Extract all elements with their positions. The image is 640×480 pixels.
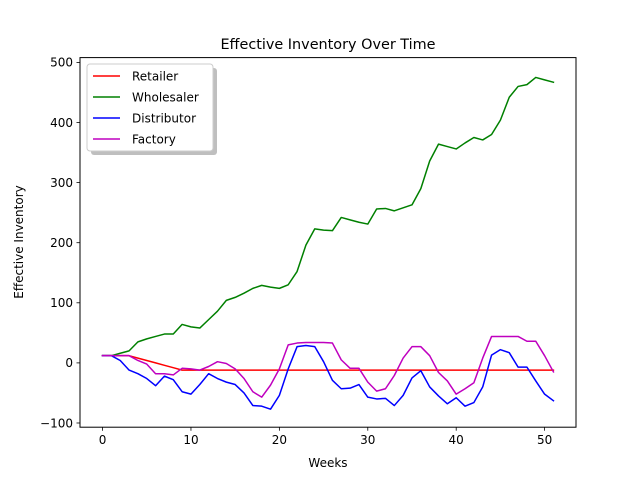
y-axis-ticks: −100 0 100 200 300 400 500 (40, 56, 80, 430)
x-tick-label: 50 (537, 433, 552, 447)
y-tick-label: 100 (50, 296, 73, 310)
legend-label-wholesaler: Wholesaler (132, 90, 199, 104)
y-tick-label: 400 (50, 116, 73, 130)
y-tick-label: 0 (65, 356, 73, 370)
series-line-factory (101, 335, 555, 398)
x-tick-label: 30 (360, 433, 375, 447)
series-line-wholesaler (101, 76, 555, 357)
x-axis-ticks: 0 10 20 30 40 50 (99, 427, 552, 447)
x-tick-label: 20 (272, 433, 287, 447)
x-axis-label: Weeks (308, 456, 347, 470)
y-tick-label: 200 (50, 236, 73, 250)
x-tick-label: 10 (183, 433, 198, 447)
legend-label-retailer: Retailer (132, 69, 178, 83)
y-tick-label: 500 (50, 56, 73, 70)
chart-title: Effective Inventory Over Time (220, 37, 435, 53)
y-axis-label: Effective Inventory (12, 185, 26, 298)
legend-label-factory: Factory (132, 132, 176, 146)
legend-label-distributor: Distributor (132, 111, 196, 125)
y-tick-label: −100 (40, 416, 73, 430)
legend-entries: Retailer Wholesaler Distributor Factory (93, 69, 199, 146)
series-line-distributor (101, 344, 555, 410)
legend-box (86, 63, 214, 152)
y-tick-label: 300 (50, 176, 73, 190)
x-tick-label: 40 (449, 433, 464, 447)
series-layer (101, 76, 555, 410)
x-tick-label: 0 (99, 433, 107, 447)
legend: Retailer Wholesaler Distributor Factory (86, 63, 217, 155)
